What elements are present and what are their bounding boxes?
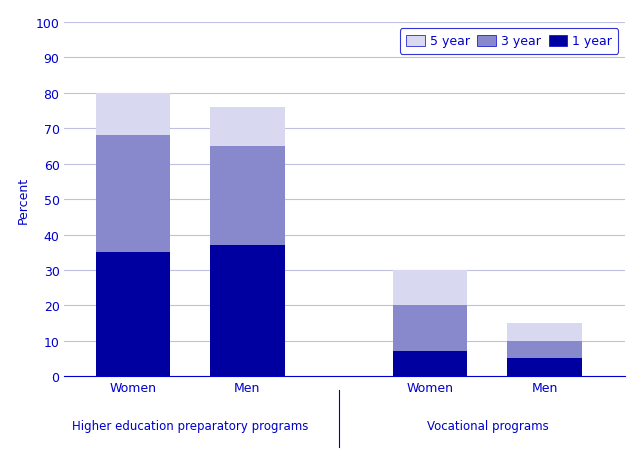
Text: Higher education preparatory programs: Higher education preparatory programs [72,419,308,432]
Bar [96,252,170,376]
Bar [393,306,468,352]
Bar [507,359,582,376]
Y-axis label: Percent: Percent [17,176,30,223]
Bar [210,108,285,146]
Bar [393,352,468,376]
Bar [96,94,170,136]
Bar [210,246,285,376]
Bar [210,146,285,246]
Bar [393,270,468,306]
Legend: 5 year, 3 year, 1 year: 5 year, 3 year, 1 year [400,29,618,55]
Bar [507,341,582,359]
Bar [96,136,170,252]
Text: Vocational programs: Vocational programs [426,419,548,432]
Bar [507,324,582,341]
